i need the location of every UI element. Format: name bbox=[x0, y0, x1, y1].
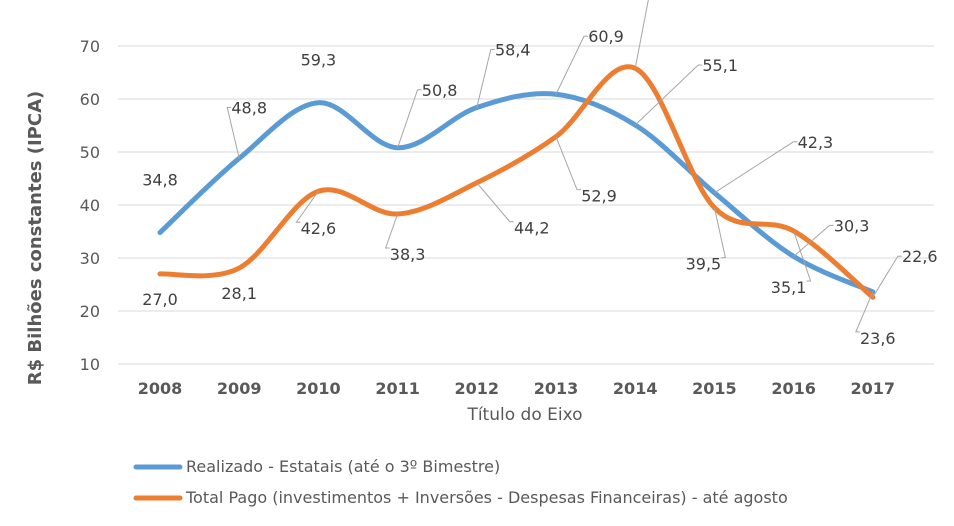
data-label: 60,9 bbox=[588, 27, 624, 46]
y-tick-label: 40 bbox=[80, 196, 100, 215]
leader-line bbox=[793, 230, 812, 282]
x-tick-label: 2014 bbox=[613, 379, 658, 398]
leader-line bbox=[476, 182, 514, 223]
x-tick-label: 2012 bbox=[455, 379, 500, 398]
y-tick-label: 10 bbox=[80, 355, 100, 374]
y-tick-label: 70 bbox=[80, 37, 100, 56]
x-tick-label: 2010 bbox=[296, 379, 341, 398]
leader-line bbox=[714, 141, 798, 194]
data-label: 28,1 bbox=[221, 284, 257, 303]
leader-line bbox=[226, 106, 240, 159]
leader-line bbox=[855, 291, 874, 333]
x-tick-label: 2015 bbox=[692, 379, 737, 398]
data-label: 50,8 bbox=[422, 81, 458, 100]
y-tick-label: 20 bbox=[80, 302, 100, 321]
data-label: 38,3 bbox=[390, 245, 426, 264]
data-label: 23,6 bbox=[860, 329, 896, 348]
data-label: 39,5 bbox=[686, 255, 722, 274]
series-line-total-pago bbox=[157, 64, 876, 300]
leader-line bbox=[713, 207, 727, 259]
data-label: 22,6 bbox=[902, 247, 938, 266]
leader-line bbox=[634, 0, 649, 69]
data-label: 44,2 bbox=[514, 219, 550, 238]
leader-line bbox=[872, 255, 902, 298]
leader-line bbox=[397, 89, 422, 148]
x-axis-ticks: 2008 2009 2010 2011 2012 2013 2014 2015 2016 2017 bbox=[138, 379, 895, 398]
data-labels: 34,8 48,8 59,3 50,8 58,4 60,9 55,1 42,3 30,3 23,6… bbox=[142, 0, 937, 348]
x-tick-label: 2011 bbox=[375, 379, 420, 398]
legend: Realizado - Estatais (até o 3º Bimestre)… bbox=[133, 457, 788, 507]
leader-line bbox=[634, 64, 703, 126]
y-tick-label: 30 bbox=[80, 249, 100, 268]
data-label: 55,1 bbox=[702, 56, 738, 75]
leader-line bbox=[384, 213, 399, 249]
series-line-realizado bbox=[157, 91, 876, 295]
legend-label-total-pago: Total Pago (investimentos + Inversões - … bbox=[185, 488, 788, 507]
leader-line bbox=[555, 35, 588, 95]
x-axis-title: Título do Eixo bbox=[466, 405, 582, 425]
data-label: 42,3 bbox=[798, 133, 834, 152]
data-label: 48,8 bbox=[231, 98, 267, 117]
x-tick-label: 2016 bbox=[771, 379, 816, 398]
data-label: 27,0 bbox=[142, 290, 178, 309]
y-axis-title: R$ Bilhões constantes (IPCA) bbox=[25, 91, 46, 386]
leader-line bbox=[793, 224, 834, 257]
data-label: 42,6 bbox=[301, 219, 337, 238]
y-tick-label: 50 bbox=[80, 143, 100, 162]
x-tick-label: 2013 bbox=[534, 379, 579, 398]
data-label: 52,9 bbox=[581, 187, 617, 206]
x-tick-label: 2008 bbox=[138, 379, 183, 398]
data-label: 35,1 bbox=[771, 278, 807, 297]
data-label: 30,3 bbox=[834, 216, 870, 235]
leader-line bbox=[295, 190, 319, 223]
legend-label-realizado: Realizado - Estatais (até o 3º Bimestre) bbox=[186, 457, 500, 476]
y-axis-ticks: 10 20 30 40 50 60 70 bbox=[80, 37, 100, 374]
y-tick-label: 60 bbox=[80, 90, 100, 109]
x-tick-label: 2009 bbox=[217, 379, 262, 398]
x-tick-label: 2017 bbox=[851, 379, 896, 398]
leader-line bbox=[555, 136, 581, 191]
label-leader-lines bbox=[226, 0, 902, 333]
data-label: 58,4 bbox=[495, 40, 531, 59]
data-label: 34,8 bbox=[142, 171, 178, 190]
leader-line bbox=[476, 48, 495, 108]
data-label: 59,3 bbox=[301, 51, 337, 70]
series-lines bbox=[157, 64, 876, 300]
